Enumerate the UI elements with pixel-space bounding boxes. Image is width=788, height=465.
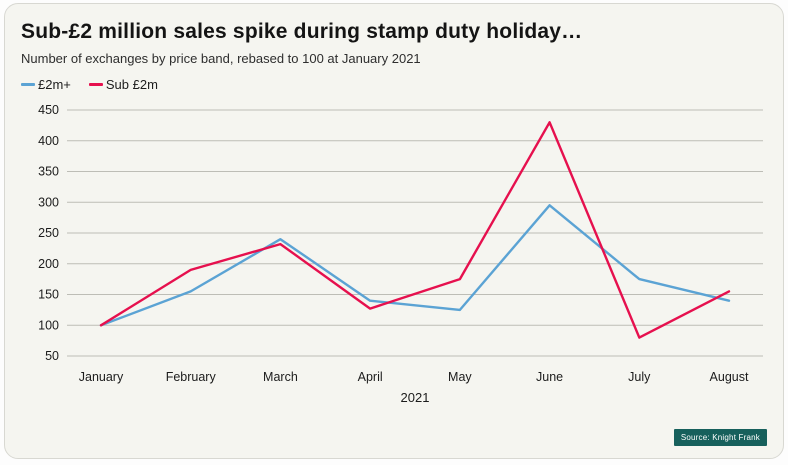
chart-svg: 50 100 150 200 250 300 350 400 450 January Februar… (38, 103, 763, 405)
legend-swatch (21, 83, 35, 86)
legend-label: Sub £2m (105, 77, 158, 92)
y-tick-label: 450 (38, 103, 59, 117)
x-tick-label: July (628, 370, 651, 384)
chart-card: Sub-£2 million sales spike during stamp … (4, 3, 784, 459)
y-tick-label: 250 (38, 226, 59, 240)
x-axis-title: 2021 (401, 390, 430, 405)
y-tick-label: 50 (45, 349, 59, 363)
legend-label: £2m+ (38, 77, 71, 92)
y-tick-label: 100 (38, 318, 59, 332)
y-tick-label: 300 (38, 195, 59, 209)
x-tick-label: March (263, 370, 298, 384)
series-line-sub2m (99, 121, 731, 339)
legend-item: £2m+ (21, 77, 71, 92)
y-tick-label: 200 (38, 257, 59, 271)
y-tick-label: 350 (38, 165, 59, 179)
x-tick-label: April (358, 370, 383, 384)
chart-legend: £2m+ Sub £2m (21, 77, 767, 92)
x-tick-label: June (536, 370, 563, 384)
x-tick-label: August (710, 370, 749, 384)
legend-item: Sub £2m (88, 77, 158, 92)
x-tick-label: May (448, 370, 472, 384)
chart-subtitle: Number of exchanges by price band, rebas… (21, 51, 421, 66)
y-tick-label: 150 (38, 288, 59, 302)
chart-title: Sub-£2 million sales spike during stamp … (21, 20, 583, 43)
series-line-2m+ (99, 204, 731, 327)
x-tick-label: January (79, 370, 124, 384)
source-badge: Source: Knight Frank (673, 429, 767, 446)
legend-swatch (88, 83, 103, 86)
y-tick-label: 400 (38, 134, 59, 148)
x-tick-label: February (166, 370, 217, 384)
